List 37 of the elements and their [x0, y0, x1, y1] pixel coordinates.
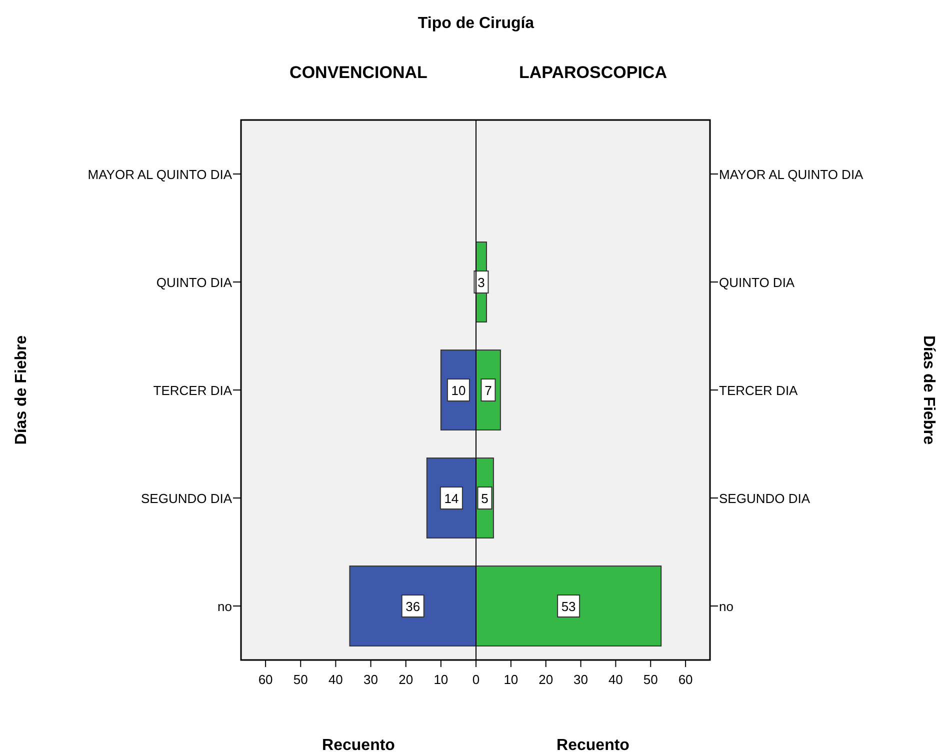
data-label: 36 [406, 599, 420, 614]
data-label: 53 [561, 599, 576, 614]
data-label: 7 [484, 383, 492, 398]
y-axis-title: Días de Fiebre [13, 335, 30, 445]
x-tick-label: 50 [293, 672, 308, 687]
x-axis-title: Recuento [556, 737, 630, 752]
x-tick-label: 10 [504, 672, 518, 687]
y-tick-label: QUINTO DIA [719, 275, 795, 290]
x-axis-title: Recuento [322, 737, 396, 752]
data-label: 3 [478, 275, 485, 290]
chart-title: Tipo de Cirugía [418, 15, 534, 32]
data-label: 14 [444, 491, 459, 506]
data-label: 10 [451, 383, 466, 398]
x-tick-label: 40 [328, 672, 343, 687]
x-tick-label: 0 [472, 672, 480, 687]
x-tick-label: 60 [678, 672, 693, 687]
data-label: 5 [481, 491, 488, 506]
y-tick-label: TERCER DIA [153, 383, 232, 398]
y-tick-label: MAYOR AL QUINTO DIA [88, 167, 232, 182]
x-tick-label: 50 [643, 672, 658, 687]
y-tick-label: TERCER DIA [719, 383, 798, 398]
x-tick-label: 30 [574, 672, 588, 687]
x-tick-label: 40 [608, 672, 623, 687]
chart-subtitle: CONVENCIONAL [290, 63, 428, 82]
chart-subtitle: LAPAROSCOPICA [519, 63, 667, 82]
x-tick-label: 30 [364, 672, 378, 687]
y-tick-label: no [719, 599, 734, 614]
y-axis-title: Días de Fiebre [920, 335, 937, 445]
y-tick-label: no [218, 599, 232, 614]
x-tick-label: 20 [538, 672, 554, 687]
y-tick-label: QUINTO DIA [156, 275, 232, 290]
x-tick-label: 20 [398, 672, 414, 687]
y-tick-label: SEGUNDO DIA [140, 491, 232, 506]
x-tick-label: 60 [258, 672, 273, 687]
y-tick-label: SEGUNDO DIA [719, 491, 810, 506]
x-tick-label: 10 [434, 672, 448, 687]
y-tick-label: MAYOR AL QUINTO DIA [719, 167, 864, 182]
